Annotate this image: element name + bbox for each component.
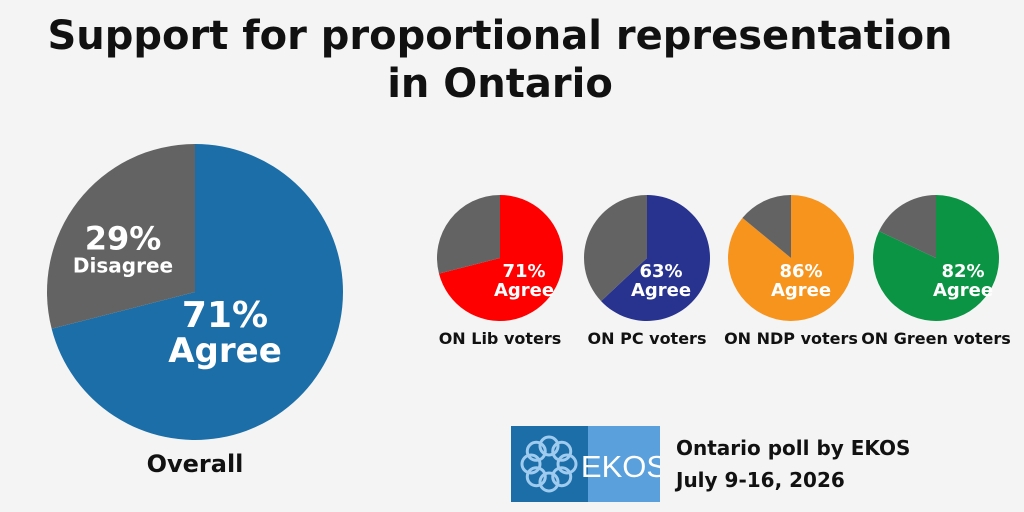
pie-value-label-overall-agree: 71% bbox=[182, 295, 268, 336]
pie-caption-overall: Overall bbox=[147, 450, 244, 478]
pie-slice-green-disagree bbox=[878, 195, 936, 258]
pie-value-label-green-agree: 82% bbox=[941, 261, 984, 282]
pie-slice-lib-agree bbox=[438, 195, 563, 322]
pie-slice-lib-disagree bbox=[437, 195, 500, 274]
pie-value-label-overall-disagree: 29% bbox=[85, 220, 162, 258]
logo-ring bbox=[525, 466, 547, 488]
pie-value-label-pc-agree: 63% bbox=[639, 261, 682, 282]
ekos-logo: EKOS bbox=[511, 426, 667, 502]
logo-ring-emblem-icon bbox=[520, 435, 578, 493]
pie-caption-pc: ON PC voters bbox=[588, 329, 707, 348]
logo-ring bbox=[538, 435, 560, 457]
pie-caption-ndp: ON NDP voters bbox=[724, 329, 858, 348]
pie-category-label-lib-agree: Agree bbox=[494, 280, 554, 301]
logo-ring bbox=[551, 466, 573, 488]
pie-category-label-ndp-agree: Agree bbox=[771, 280, 831, 301]
pie-slice-ndp-disagree bbox=[742, 195, 791, 258]
logo-ring bbox=[525, 440, 547, 462]
logo-text-background bbox=[588, 426, 660, 502]
source-line-2: July 9-16, 2026 bbox=[676, 468, 845, 492]
logo-ring bbox=[520, 453, 542, 475]
pie-slice-overall-agree bbox=[51, 144, 344, 440]
logo-ring bbox=[556, 453, 578, 475]
pie-category-label-overall-disagree: Disagree bbox=[73, 254, 173, 278]
source-line-1: Ontario poll by EKOS bbox=[676, 436, 911, 460]
pie-caption-lib: ON Lib voters bbox=[439, 329, 562, 348]
pie-category-label-overall-agree: Agree bbox=[168, 331, 282, 371]
logo-ring bbox=[538, 471, 560, 493]
pie-slice-pc-disagree bbox=[584, 195, 647, 302]
chart-title: Support for proportional representation … bbox=[0, 12, 1000, 108]
source-note: Ontario poll by EKOS July 9-16, 2026 bbox=[676, 432, 910, 496]
logo-text: EKOS bbox=[581, 449, 660, 484]
pie-slice-overall-disagree bbox=[47, 144, 196, 329]
pie-category-label-pc-agree: Agree bbox=[631, 280, 691, 301]
pie-caption-green: ON Green voters bbox=[861, 329, 1011, 348]
chart-title-line-1: Support for proportional representation bbox=[47, 13, 953, 59]
pie-slice-pc-agree bbox=[601, 195, 710, 321]
pie-category-label-green-agree: Agree bbox=[933, 280, 993, 301]
pie-value-label-lib-agree: 71% bbox=[502, 261, 545, 282]
logo-ring bbox=[551, 440, 573, 462]
pie-value-label-ndp-agree: 86% bbox=[779, 261, 822, 282]
chart-title-line-2: in Ontario bbox=[387, 61, 613, 107]
